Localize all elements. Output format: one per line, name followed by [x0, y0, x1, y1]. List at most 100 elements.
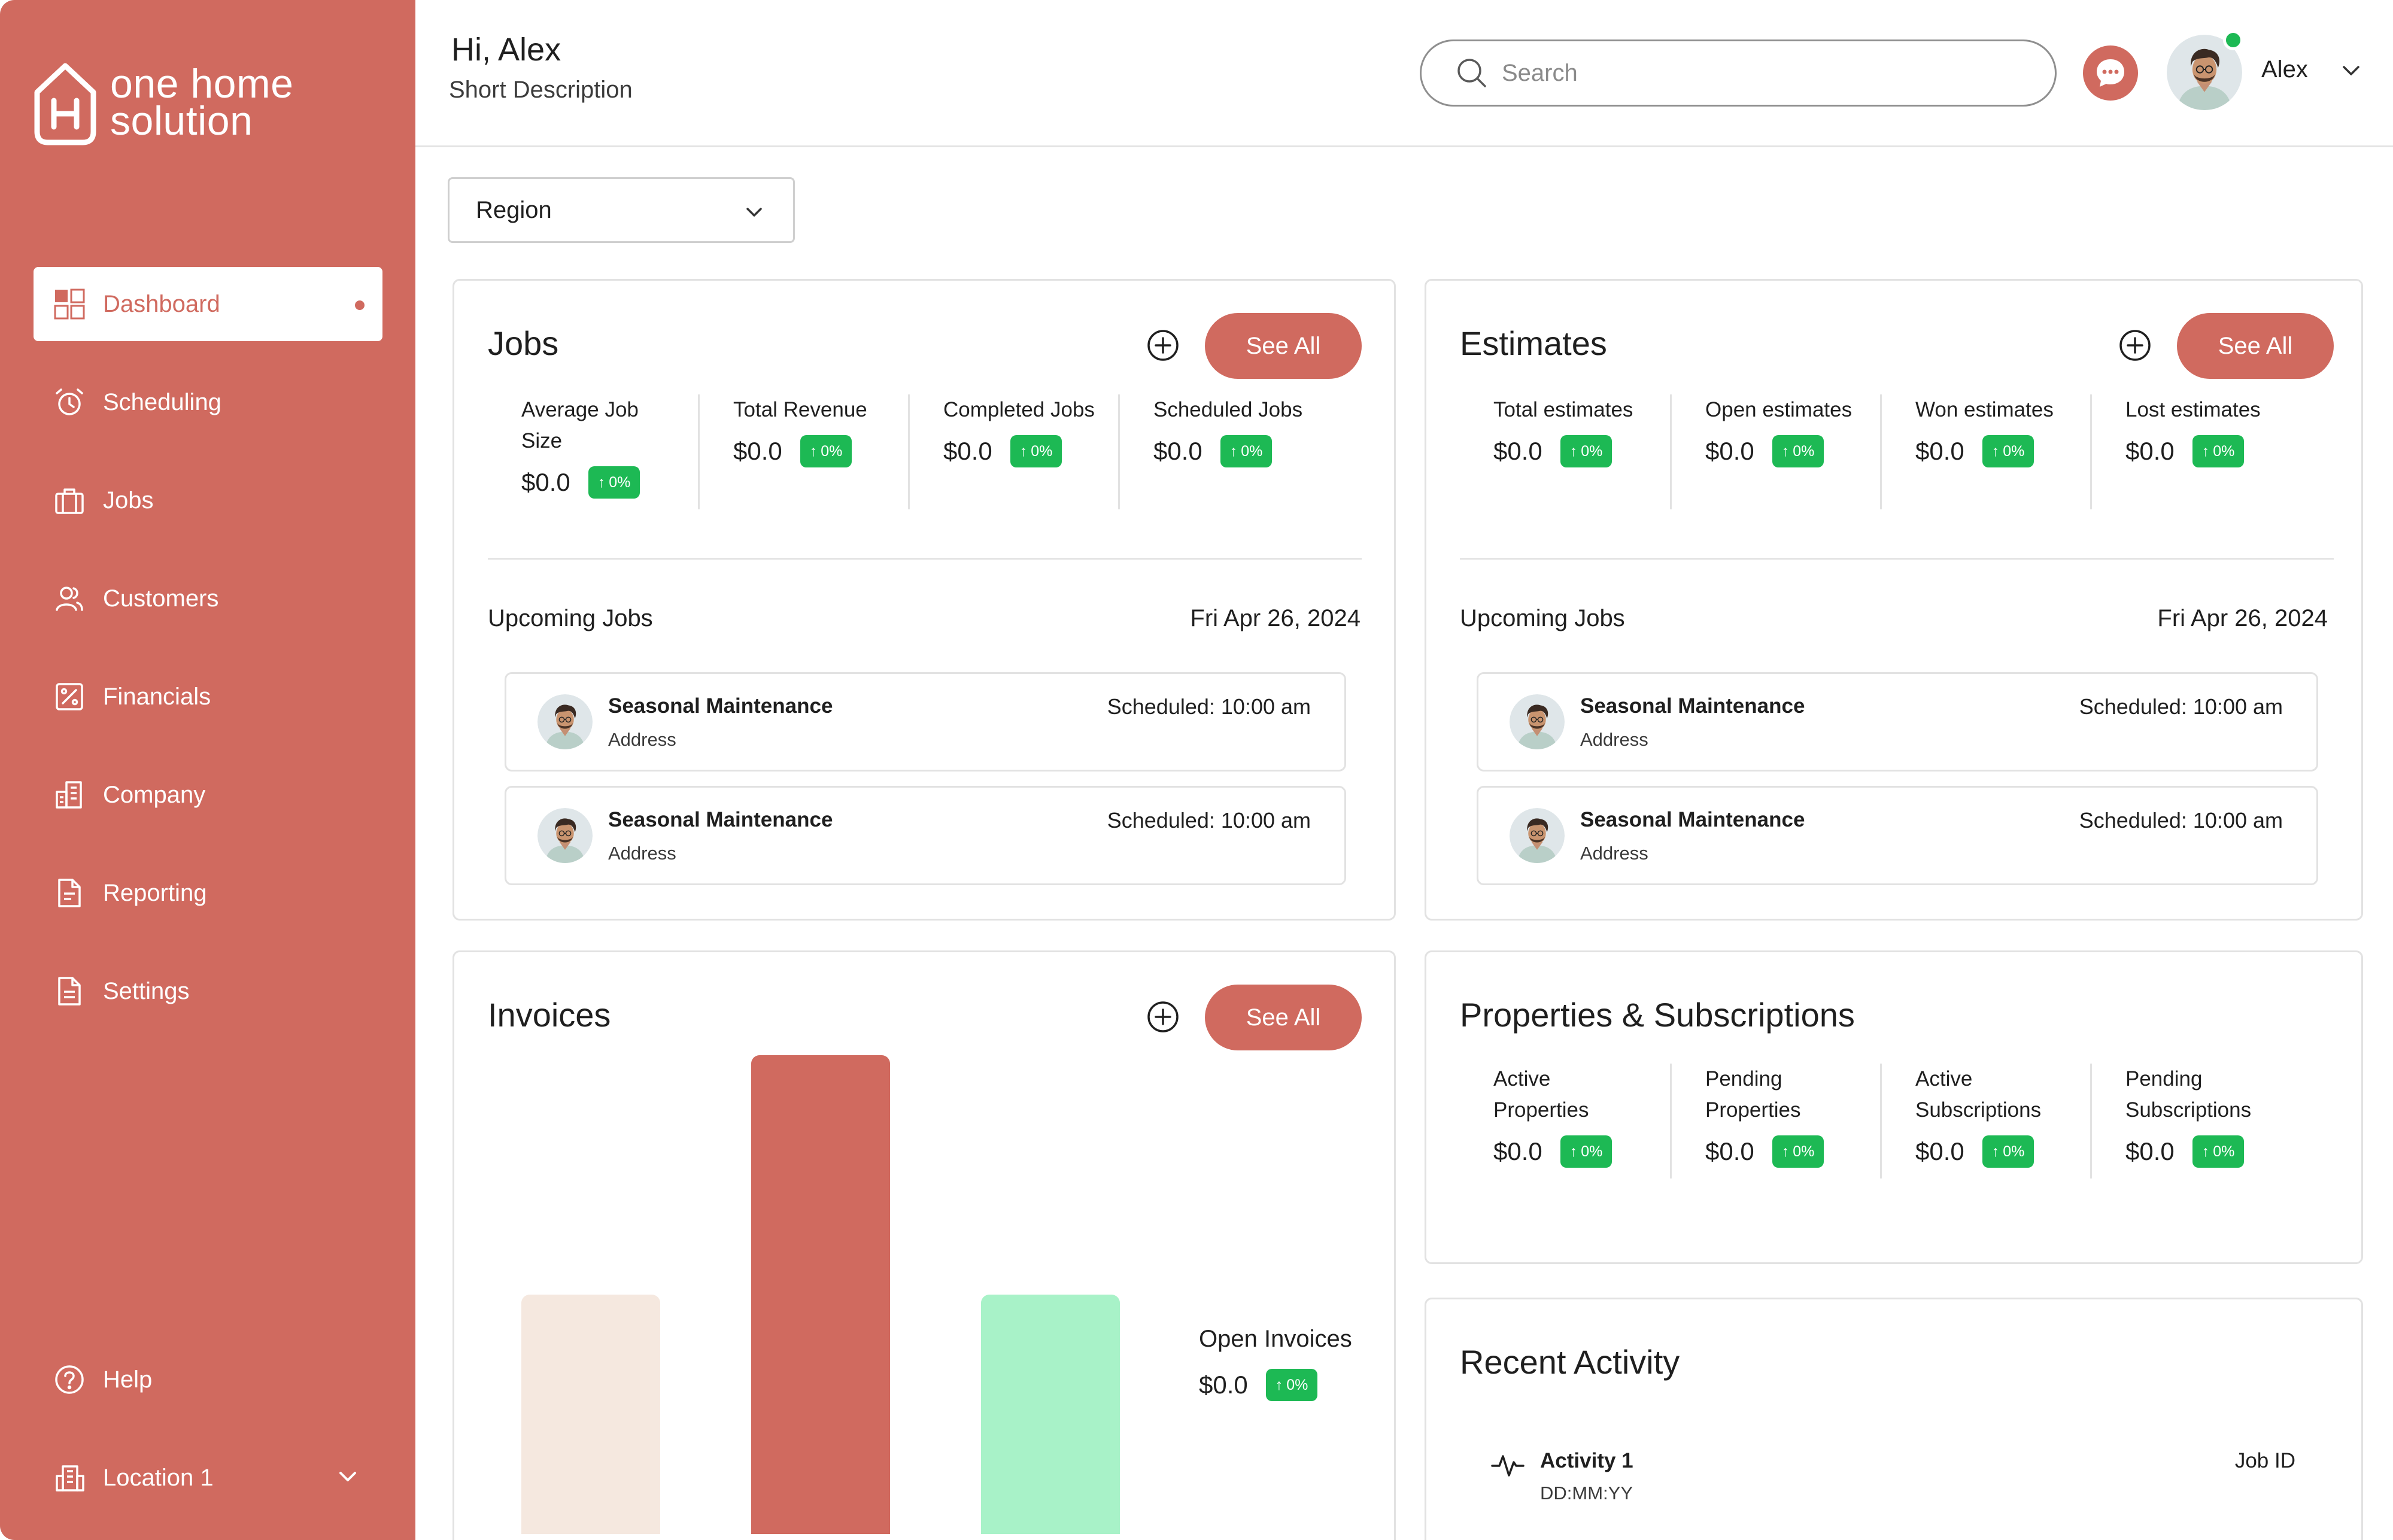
arrow-up-icon: ↑ — [1569, 1143, 1578, 1160]
job-title: Seasonal Maintenance — [608, 694, 833, 718]
arrow-up-icon: ↑ — [597, 473, 606, 491]
chevron-down-icon — [746, 208, 762, 217]
stat-label: Won estimates — [1915, 398, 2054, 421]
messages-button[interactable] — [2083, 45, 2138, 101]
stat-label: Total Revenue — [733, 398, 867, 421]
job-scheduled-time: Scheduled: 10:00 am — [2079, 694, 2283, 719]
search-input[interactable] — [1502, 59, 2040, 87]
stat-pending-subscriptions: Pending Subscriptions $0.0 ↑ 0% — [2090, 1064, 2300, 1178]
job-title: Seasonal Maintenance — [608, 808, 833, 831]
stat-label: Scheduled Jobs — [1153, 398, 1303, 421]
stat-value: $0.0 — [2125, 1137, 2175, 1165]
stat-value: $0.0 — [943, 437, 992, 465]
briefcase-icon — [51, 482, 87, 518]
stat-label: Active Properties — [1493, 1067, 1589, 1122]
avatar — [1510, 808, 1565, 863]
sidebar-item-label: Jobs — [103, 487, 154, 514]
sidebar-item-label: Settings — [103, 977, 190, 1004]
stat-lost-estimates: Lost estimates $0.0 ↑ 0% — [2090, 394, 2300, 509]
sidebar-item-reporting[interactable]: Reporting — [34, 856, 382, 930]
help-label: Help — [103, 1366, 153, 1393]
add-estimate-icon[interactable] — [2118, 329, 2152, 362]
estimates-see-all-button[interactable]: See All — [2177, 313, 2334, 379]
stat-value: $0.0 — [521, 468, 570, 496]
chat-bubble-icon — [2097, 59, 2124, 87]
change-badge: ↑ 0% — [1220, 435, 1273, 467]
brand-name-line2: solution — [110, 98, 253, 144]
help-icon — [51, 1362, 87, 1398]
stat-value: $0.0 — [1493, 437, 1542, 465]
greeting: Hi, Alex — [451, 32, 561, 68]
change-value: 0% — [609, 473, 631, 491]
arrow-up-icon: ↑ — [1229, 442, 1238, 460]
jobs-see-all-button[interactable]: See All — [1205, 313, 1362, 379]
location-selector[interactable]: Location 1 — [34, 1441, 382, 1515]
change-badge: ↑ 0% — [2192, 435, 2245, 467]
arrow-up-icon: ↑ — [1275, 1376, 1283, 1393]
top-header: Hi, Alex Short Description Alex — [415, 0, 2393, 147]
arrow-up-icon: ↑ — [2201, 1143, 2210, 1160]
sidebar-item-customers[interactable]: Customers — [34, 561, 382, 636]
upcoming-job-row[interactable]: Seasonal Maintenance Address Scheduled: … — [505, 786, 1346, 885]
activity-pulse-icon — [1491, 1455, 1525, 1477]
search-icon — [1457, 59, 1486, 87]
sidebar-item-settings[interactable]: Settings — [34, 954, 382, 1028]
job-title: Seasonal Maintenance — [1580, 808, 1805, 831]
avatar — [1510, 694, 1565, 749]
change-badge: ↑ 0% — [1560, 435, 1612, 467]
job-address: Address — [608, 729, 676, 750]
invoice-bar — [751, 1055, 890, 1534]
sidebar-item-dashboard[interactable]: Dashboard — [34, 267, 382, 341]
change-value: 0% — [2213, 442, 2235, 460]
sidebar-item-company[interactable]: Company — [34, 758, 382, 832]
upcoming-job-row[interactable]: Seasonal Maintenance Address Scheduled: … — [1477, 786, 2318, 885]
sidebar-item-label: Dashboard — [103, 290, 220, 317]
change-badge: ↑ 0% — [588, 466, 640, 499]
stat-label: Open estimates — [1705, 398, 1853, 421]
user-menu-chevron-icon[interactable] — [2338, 57, 2364, 84]
arrow-up-icon: ↑ — [2201, 442, 2210, 460]
sidebar-item-scheduling[interactable]: Scheduling — [34, 365, 382, 439]
stat-total-estimates: Total estimates $0.0 ↑ 0% — [1460, 394, 1670, 509]
stat-label: Total estimates — [1493, 398, 1633, 421]
dashboard-icon — [51, 286, 87, 322]
sidebar-item-label: Scheduling — [103, 388, 221, 415]
sidebar-item-label: Reporting — [103, 879, 207, 906]
add-job-icon[interactable] — [1146, 329, 1180, 362]
job-address: Address — [1580, 843, 1648, 864]
stat-label: Pending Subscriptions — [2125, 1067, 2252, 1122]
stat-average-job-size: Average Job Size $0.0 ↑ 0% — [488, 394, 698, 509]
stat-value: $0.0 — [1705, 1137, 1754, 1165]
change-value: 0% — [2003, 1143, 2025, 1160]
region-select[interactable]: Region — [448, 177, 795, 243]
arrow-up-icon: ↑ — [1781, 1143, 1790, 1160]
stat-label: Pending Properties — [1705, 1067, 1801, 1122]
username[interactable]: Alex — [2261, 56, 2308, 83]
sidebar-item-help[interactable]: Help — [34, 1342, 382, 1417]
sidebar-item-financials[interactable]: Financials — [34, 660, 382, 734]
change-badge: ↑ 0% — [1560, 1135, 1612, 1168]
invoices-card: Invoices See All Open Invoices $0.0 ↑ 0% — [453, 950, 1396, 1540]
arrow-up-icon: ↑ — [809, 442, 818, 460]
upcoming-job-row[interactable]: Seasonal Maintenance Address Scheduled: … — [1477, 672, 2318, 771]
sidebar-item-label: Financials — [103, 683, 211, 710]
job-address: Address — [1580, 729, 1648, 750]
invoices-see-all-button[interactable]: See All — [1205, 985, 1362, 1050]
change-value: 0% — [1793, 1143, 1815, 1160]
sidebar-item-jobs[interactable]: Jobs — [34, 463, 382, 537]
sidebar-item-label: Company — [103, 781, 206, 808]
stat-value: $0.0 — [1153, 437, 1202, 465]
estimates-stats: Total estimates $0.0 ↑ 0% Open estimates $… — [1460, 394, 2334, 509]
search-bar[interactable] — [1420, 40, 2057, 107]
stat-label: Completed Jobs — [943, 398, 1095, 421]
activity-date: DD:MM:YY — [1540, 1483, 1633, 1503]
job-address: Address — [608, 843, 676, 864]
upcoming-job-row[interactable]: Seasonal Maintenance Address Scheduled: … — [505, 672, 1346, 771]
active-indicator-dot — [355, 300, 365, 310]
brand-name-line1: one home — [110, 61, 294, 107]
estimates-title: Estimates — [1460, 324, 1607, 362]
change-value: 0% — [1581, 442, 1603, 460]
stat-value: $0.0 — [1493, 1137, 1542, 1165]
brand-logo[interactable]: one home solution — [32, 57, 293, 147]
add-invoice-icon[interactable] — [1146, 1000, 1180, 1034]
